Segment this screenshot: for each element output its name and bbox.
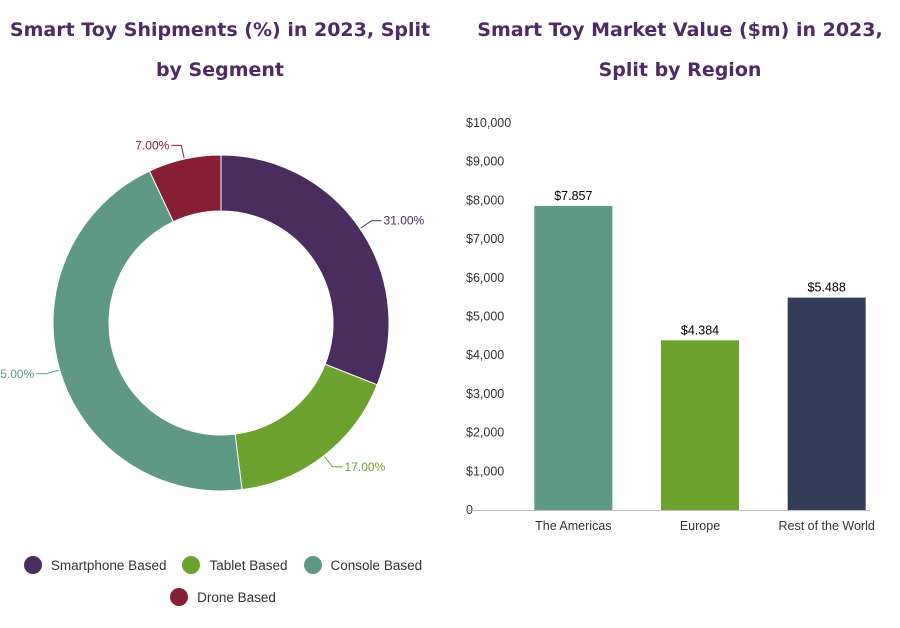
bar-chart: 0$1,000$2,000$3,000$4,000$5,000$6,000$7,… [466,116,875,533]
donut-legend: Smartphone Based Tablet Based Console Base… [8,556,438,606]
donut-chart: 31.00% 17.00% 45.00% 7.00% [0,138,425,492]
y-tick-label: $4,000 [466,348,504,362]
legend-item-console-based[interactable]: Console Based [303,556,423,574]
donut-label-console-based: 45.00% [0,367,35,381]
legend-item-smartphone-based[interactable]: Smartphone Based [23,556,167,574]
y-tick-label: $1,000 [466,464,504,478]
donut-label-tablet-based: 17.00% [345,460,386,474]
y-tick-label: $10,000 [466,116,511,130]
donut-label-smartphone-based: 31.00% [384,214,425,228]
bar-rest-of-the-world [787,297,866,510]
bar-chart-title-text: Smart Toy Market Value ($m) in 2023, Spl… [477,19,883,81]
bar-data-label-europe: $4.384 [681,323,719,337]
donut-leader-drone-based [171,144,185,159]
y-tick-label: $5,000 [466,310,504,324]
donut-chart-title: Smart Toy Shipments (%) in 2023, Split b… [0,10,440,90]
donut-slice-smartphone-based [220,154,390,386]
y-tick-label: $6,000 [466,271,504,285]
donut-chart-title-text: Smart Toy Shipments (%) in 2023, Split b… [9,19,431,81]
donut-leader-tablet-based [324,456,343,468]
bar-the-americas [534,205,613,511]
bar-chart-title: Smart Toy Market Value ($m) in 2023, Spl… [470,10,890,90]
legend-swatch-drone-based [170,588,189,606]
legend-item-tablet-based[interactable]: Tablet Based [182,556,288,574]
donut-leader-console-based [36,369,59,375]
x-tick-label-the-americas: The Americas [535,519,611,533]
legend-swatch-tablet-based [182,556,201,574]
donut-slice-drone-based [148,154,222,223]
y-tick-label: $9,000 [466,155,504,169]
donut-label-drone-based: 7.00% [135,138,169,152]
bar-data-label-the-americas: $7.857 [554,189,592,203]
legend-label-drone-based: Drone Based [197,589,276,605]
legend-swatch-console-based [303,556,322,574]
donut-leader-smartphone-based [360,220,382,229]
legend-item-drone-based[interactable]: Drone Based [170,588,276,606]
donut-slice-console-based [52,170,243,492]
y-tick-label: $7,000 [466,232,504,246]
legend-label-tablet-based: Tablet Based [209,557,288,573]
y-tick-label: $8,000 [466,193,504,207]
y-tick-label: $2,000 [466,426,504,440]
bar-data-label-rest-of-the-world: $5.488 [808,281,846,295]
x-tick-label-rest-of-the-world: Rest of the World [778,519,874,533]
x-tick-label-europe: Europe [680,519,720,533]
legend-label-console-based: Console Based [330,557,423,573]
legend-label-smartphone-based: Smartphone Based [50,557,167,573]
legend-swatch-smartphone-based [23,556,42,574]
market-value-panel: Smart Toy Market Value ($m) in 2023, Spl… [440,0,900,628]
bar-europe [661,340,739,510]
y-tick-label: $3,000 [466,387,504,401]
shipments-panel: Smart Toy Shipments (%) in 2023, Split b… [0,0,440,628]
